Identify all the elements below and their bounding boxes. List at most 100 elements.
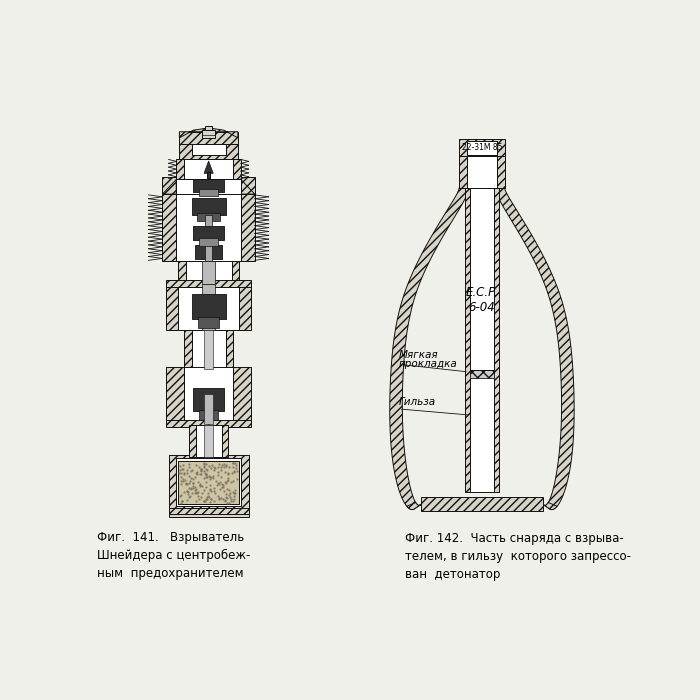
Point xyxy=(219,458,230,470)
Point xyxy=(174,467,185,478)
Bar xyxy=(202,261,215,284)
Point xyxy=(177,464,188,475)
Point xyxy=(229,488,240,499)
Bar xyxy=(222,425,228,458)
Bar xyxy=(162,194,176,261)
Bar xyxy=(202,130,215,138)
Bar xyxy=(202,284,215,330)
Point xyxy=(216,459,228,470)
Bar xyxy=(233,160,241,179)
Bar xyxy=(199,190,218,195)
Bar xyxy=(470,370,494,378)
Point xyxy=(212,480,223,491)
Point xyxy=(217,478,228,489)
Point xyxy=(199,468,211,479)
Point xyxy=(229,484,240,496)
Point xyxy=(196,488,207,499)
Polygon shape xyxy=(407,503,422,510)
Point xyxy=(175,468,186,479)
Point xyxy=(228,458,239,469)
Point xyxy=(209,461,220,472)
Point xyxy=(230,462,241,473)
Point xyxy=(216,493,227,504)
Point xyxy=(229,494,240,505)
Point xyxy=(188,483,199,494)
Point xyxy=(195,491,206,503)
Point xyxy=(183,492,195,503)
Point xyxy=(227,496,238,507)
Bar xyxy=(225,330,233,369)
Point xyxy=(231,460,242,471)
Point xyxy=(186,466,197,477)
Point xyxy=(224,489,235,500)
Bar xyxy=(193,388,224,412)
Point xyxy=(188,480,199,491)
Point xyxy=(183,478,195,489)
Bar xyxy=(197,214,220,221)
Bar xyxy=(241,194,255,261)
Point xyxy=(177,495,188,506)
Point xyxy=(184,490,195,501)
Point xyxy=(216,464,227,475)
Point xyxy=(221,484,232,495)
Point xyxy=(176,497,187,508)
Bar xyxy=(193,227,224,240)
Point xyxy=(207,472,218,483)
Point xyxy=(202,488,214,499)
Bar xyxy=(241,177,255,194)
Point xyxy=(205,493,216,504)
Point xyxy=(201,458,212,470)
Bar xyxy=(195,245,223,259)
Bar xyxy=(232,261,239,284)
Point xyxy=(203,470,214,482)
Point xyxy=(206,459,217,470)
Point xyxy=(176,463,188,475)
Point xyxy=(178,475,189,486)
Point xyxy=(198,460,209,471)
Point xyxy=(223,462,235,473)
Point xyxy=(220,460,232,471)
Point xyxy=(188,477,199,489)
Point xyxy=(198,458,209,470)
Point xyxy=(209,463,220,474)
Point xyxy=(203,460,214,471)
Point xyxy=(214,477,225,488)
Point xyxy=(200,476,211,487)
Point xyxy=(223,497,235,508)
Point xyxy=(195,466,206,477)
Bar xyxy=(421,498,542,510)
Bar xyxy=(470,188,494,492)
Point xyxy=(220,477,232,488)
Point xyxy=(187,488,198,499)
Point xyxy=(192,477,203,488)
Point xyxy=(201,494,212,505)
Point xyxy=(183,470,195,482)
Bar xyxy=(167,368,184,423)
Polygon shape xyxy=(241,179,255,194)
Point xyxy=(198,473,209,484)
Point xyxy=(182,485,193,496)
Point xyxy=(199,466,210,477)
Point xyxy=(219,495,230,506)
Point xyxy=(202,494,213,505)
Point xyxy=(213,491,224,502)
Point xyxy=(176,478,187,489)
Point xyxy=(214,493,225,504)
Point xyxy=(209,485,220,496)
Point xyxy=(180,477,191,489)
Point xyxy=(193,486,204,497)
Point xyxy=(181,479,192,490)
Point xyxy=(183,482,195,493)
Point xyxy=(225,487,236,498)
Point xyxy=(225,476,236,487)
Bar xyxy=(192,144,225,155)
Bar xyxy=(468,155,496,188)
Point xyxy=(181,495,193,506)
Point xyxy=(202,491,213,503)
Point xyxy=(201,469,212,480)
Bar xyxy=(176,160,184,179)
Point xyxy=(195,480,206,491)
Point xyxy=(187,473,198,484)
Point xyxy=(205,472,216,483)
Point xyxy=(209,496,220,507)
